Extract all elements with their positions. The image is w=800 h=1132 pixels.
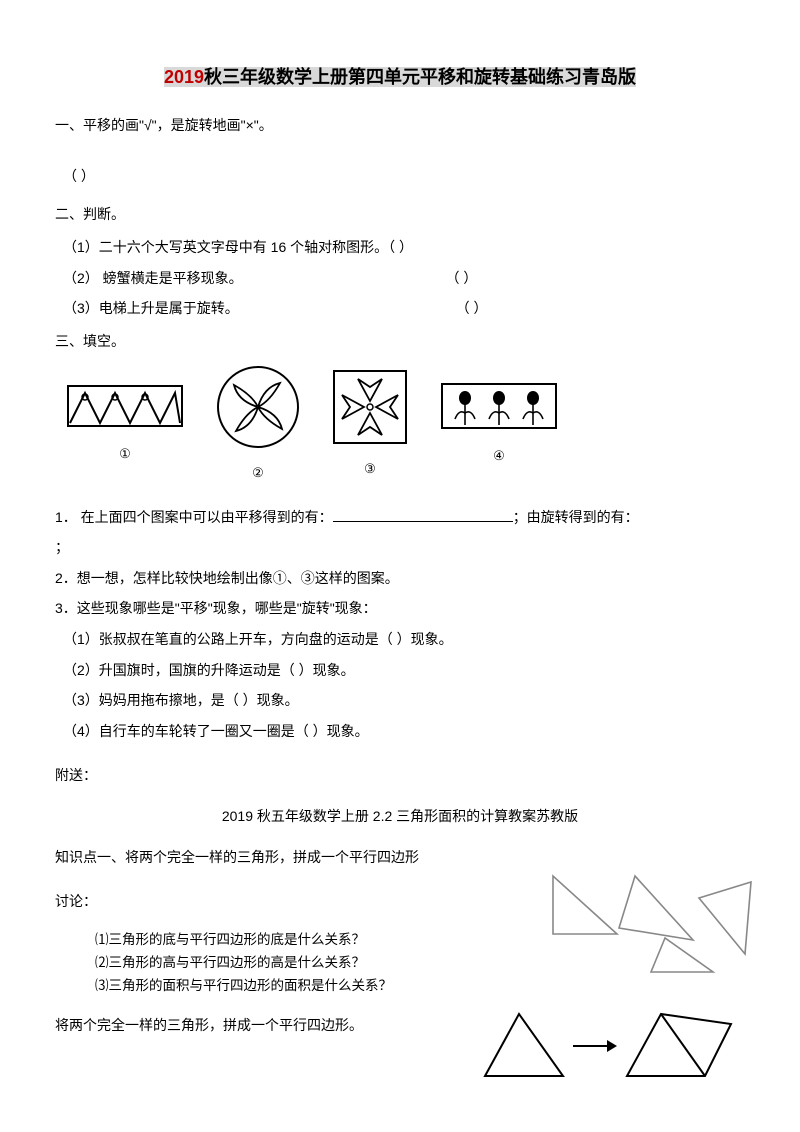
s3-q1-b: ；由旋转得到的有： <box>513 509 639 525</box>
title-year: 2019 <box>164 67 204 87</box>
figure-3-box: ③ <box>331 368 409 481</box>
s2-q3: （3）电梯上升是属于旋转。 （ ） <box>55 295 745 322</box>
s2-q2-paren: （ ） <box>445 270 477 286</box>
figure-row: ① ② ③ <box>65 364 745 485</box>
s3-q1-a: 1． 在上面四个图案中可以由平移得到的有： <box>55 509 333 525</box>
figure-3-icon <box>331 368 409 446</box>
section-3-head: 三、填空。 <box>55 328 745 355</box>
figure-1-box: ① <box>65 383 185 466</box>
figure-4-box: ④ <box>439 381 559 468</box>
figure-2-label: ② <box>215 461 301 486</box>
s2-q2-text: （2） 螃蟹横走是平移现象。 <box>63 270 243 286</box>
triangle-to-parallelogram-icon <box>475 1006 735 1093</box>
figure-3-label: ③ <box>331 457 409 482</box>
s3-q3-head: 3．这些现象哪些是"平移"现象，哪些是"旋转"现象： <box>55 595 745 622</box>
s2-q2: （2） 螃蟹横走是平移现象。 （ ） <box>55 265 745 292</box>
triangles-right-icon <box>545 868 755 987</box>
title-rest: 秋三年级数学上册第四单元平移和旋转基础练习青岛版 <box>204 67 636 87</box>
s3-q1-c: ； <box>55 534 745 561</box>
attach-title: 2019 秋五年级数学上册 2.2 三角形面积的计算教案苏教版 <box>55 803 745 830</box>
bottom-row: 将两个完全一样的三角形，拼成一个平行四边形。 <box>55 1012 745 1039</box>
figure-1-icon <box>65 383 185 431</box>
figure-2-icon <box>215 364 301 450</box>
section-2-head: 二、判断。 <box>55 201 745 228</box>
page-title: 2019秋三年级数学上册第四单元平移和旋转基础练习青岛版 <box>55 60 745 94</box>
figure-4-label: ④ <box>439 444 559 469</box>
figure-4-icon <box>439 381 559 433</box>
s3-q3-2: （2）升国旗时，国旗的升降运动是（ ）现象。 <box>55 657 745 684</box>
section-1-paren: （ ） <box>63 163 745 190</box>
s2-q3-text: （3）电梯上升是属于旋转。 <box>63 300 239 316</box>
discuss-row: 讨论： ⑴三角形的底与平行四边形的底是什么关系？ ⑵三角形的高与平行四边形的高是… <box>55 888 745 997</box>
figure-1-label: ① <box>65 442 185 467</box>
s3-q3-4: （4）自行车的车轮转了一圈又一圈是（ ）现象。 <box>55 718 745 745</box>
s2-q1: （1）二十六个大写英文字母中有 16 个轴对称图形。（ ） <box>55 234 745 261</box>
blank-1 <box>333 508 513 522</box>
section-1-head: 一、平移的画"√"，是旋转地画"×"。 <box>55 112 745 139</box>
s3-q2: 2．想一想，怎样比较快地绘制出像①、③这样的图案。 <box>55 565 745 592</box>
attach-label: 附送： <box>55 762 745 789</box>
s3-q3-3: （3）妈妈用拖布擦地，是（ ）现象。 <box>55 687 745 714</box>
s3-q3-1: （1）张叔叔在笔直的公路上开车，方向盘的运动是（ ）现象。 <box>55 626 745 653</box>
figure-2-box: ② <box>215 364 301 485</box>
s3-q1: 1． 在上面四个图案中可以由平移得到的有： ；由旋转得到的有： <box>55 504 745 531</box>
attach-kp1: 知识点一、将两个完全一样的三角形，拼成一个平行四边形 <box>55 844 745 871</box>
s2-q3-paren: （ ） <box>456 300 488 316</box>
